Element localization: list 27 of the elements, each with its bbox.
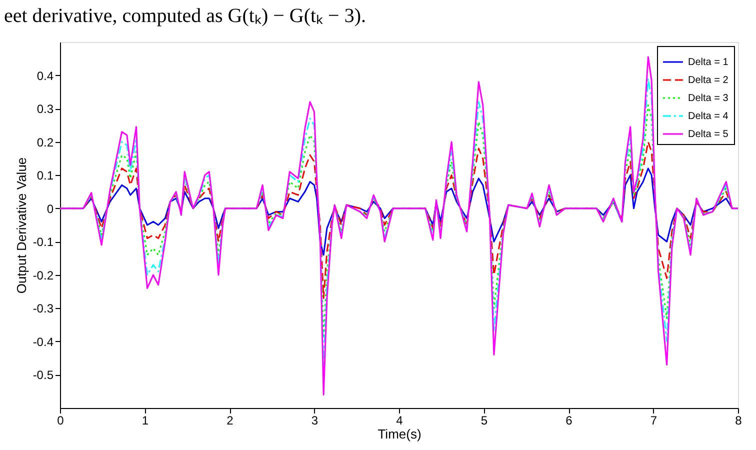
x-tick-label: 0 <box>57 414 64 428</box>
y-tick-label: -0.3 <box>32 302 54 316</box>
x-tick-label: 5 <box>480 414 488 428</box>
y-tick-label: 0.2 <box>36 135 54 150</box>
x-tick-label: 2 <box>226 414 234 428</box>
x-tick-label: 7 <box>650 414 658 428</box>
y-tick-label: 0 <box>46 202 54 216</box>
legend-label: Delta = 1 <box>688 57 729 68</box>
legend-label: Delta = 2 <box>688 75 729 86</box>
text: eet derivative, computed as G(tₖ) − G(tₖ − 3). <box>4 5 366 27</box>
y-tick-label: -0.1 <box>32 235 54 250</box>
x-tick-label: 3 <box>311 414 318 428</box>
y-tick-label: 0.4 <box>36 68 54 83</box>
y-tick-label: -0.4 <box>32 334 54 349</box>
legend-label: Delta = 3 <box>688 93 729 104</box>
x-tick-label: 4 <box>396 414 404 428</box>
legend-label: Delta = 5 <box>688 129 729 140</box>
x-axis-title: Time(s) <box>378 426 422 442</box>
x-tick-label: 8 <box>735 414 742 428</box>
x-tick-label: 1 <box>142 414 149 428</box>
y-tick-label: 0.1 <box>36 168 54 183</box>
y-tick-label: -0.5 <box>32 368 54 382</box>
x-tick-label: 6 <box>566 414 573 428</box>
legend-label: Delta = 4 <box>688 111 729 122</box>
y-axis-title: Output Derivative Value <box>14 157 29 294</box>
y-tick-label: -0.2 <box>32 268 54 282</box>
y-tick-label: 0.3 <box>36 102 54 116</box>
